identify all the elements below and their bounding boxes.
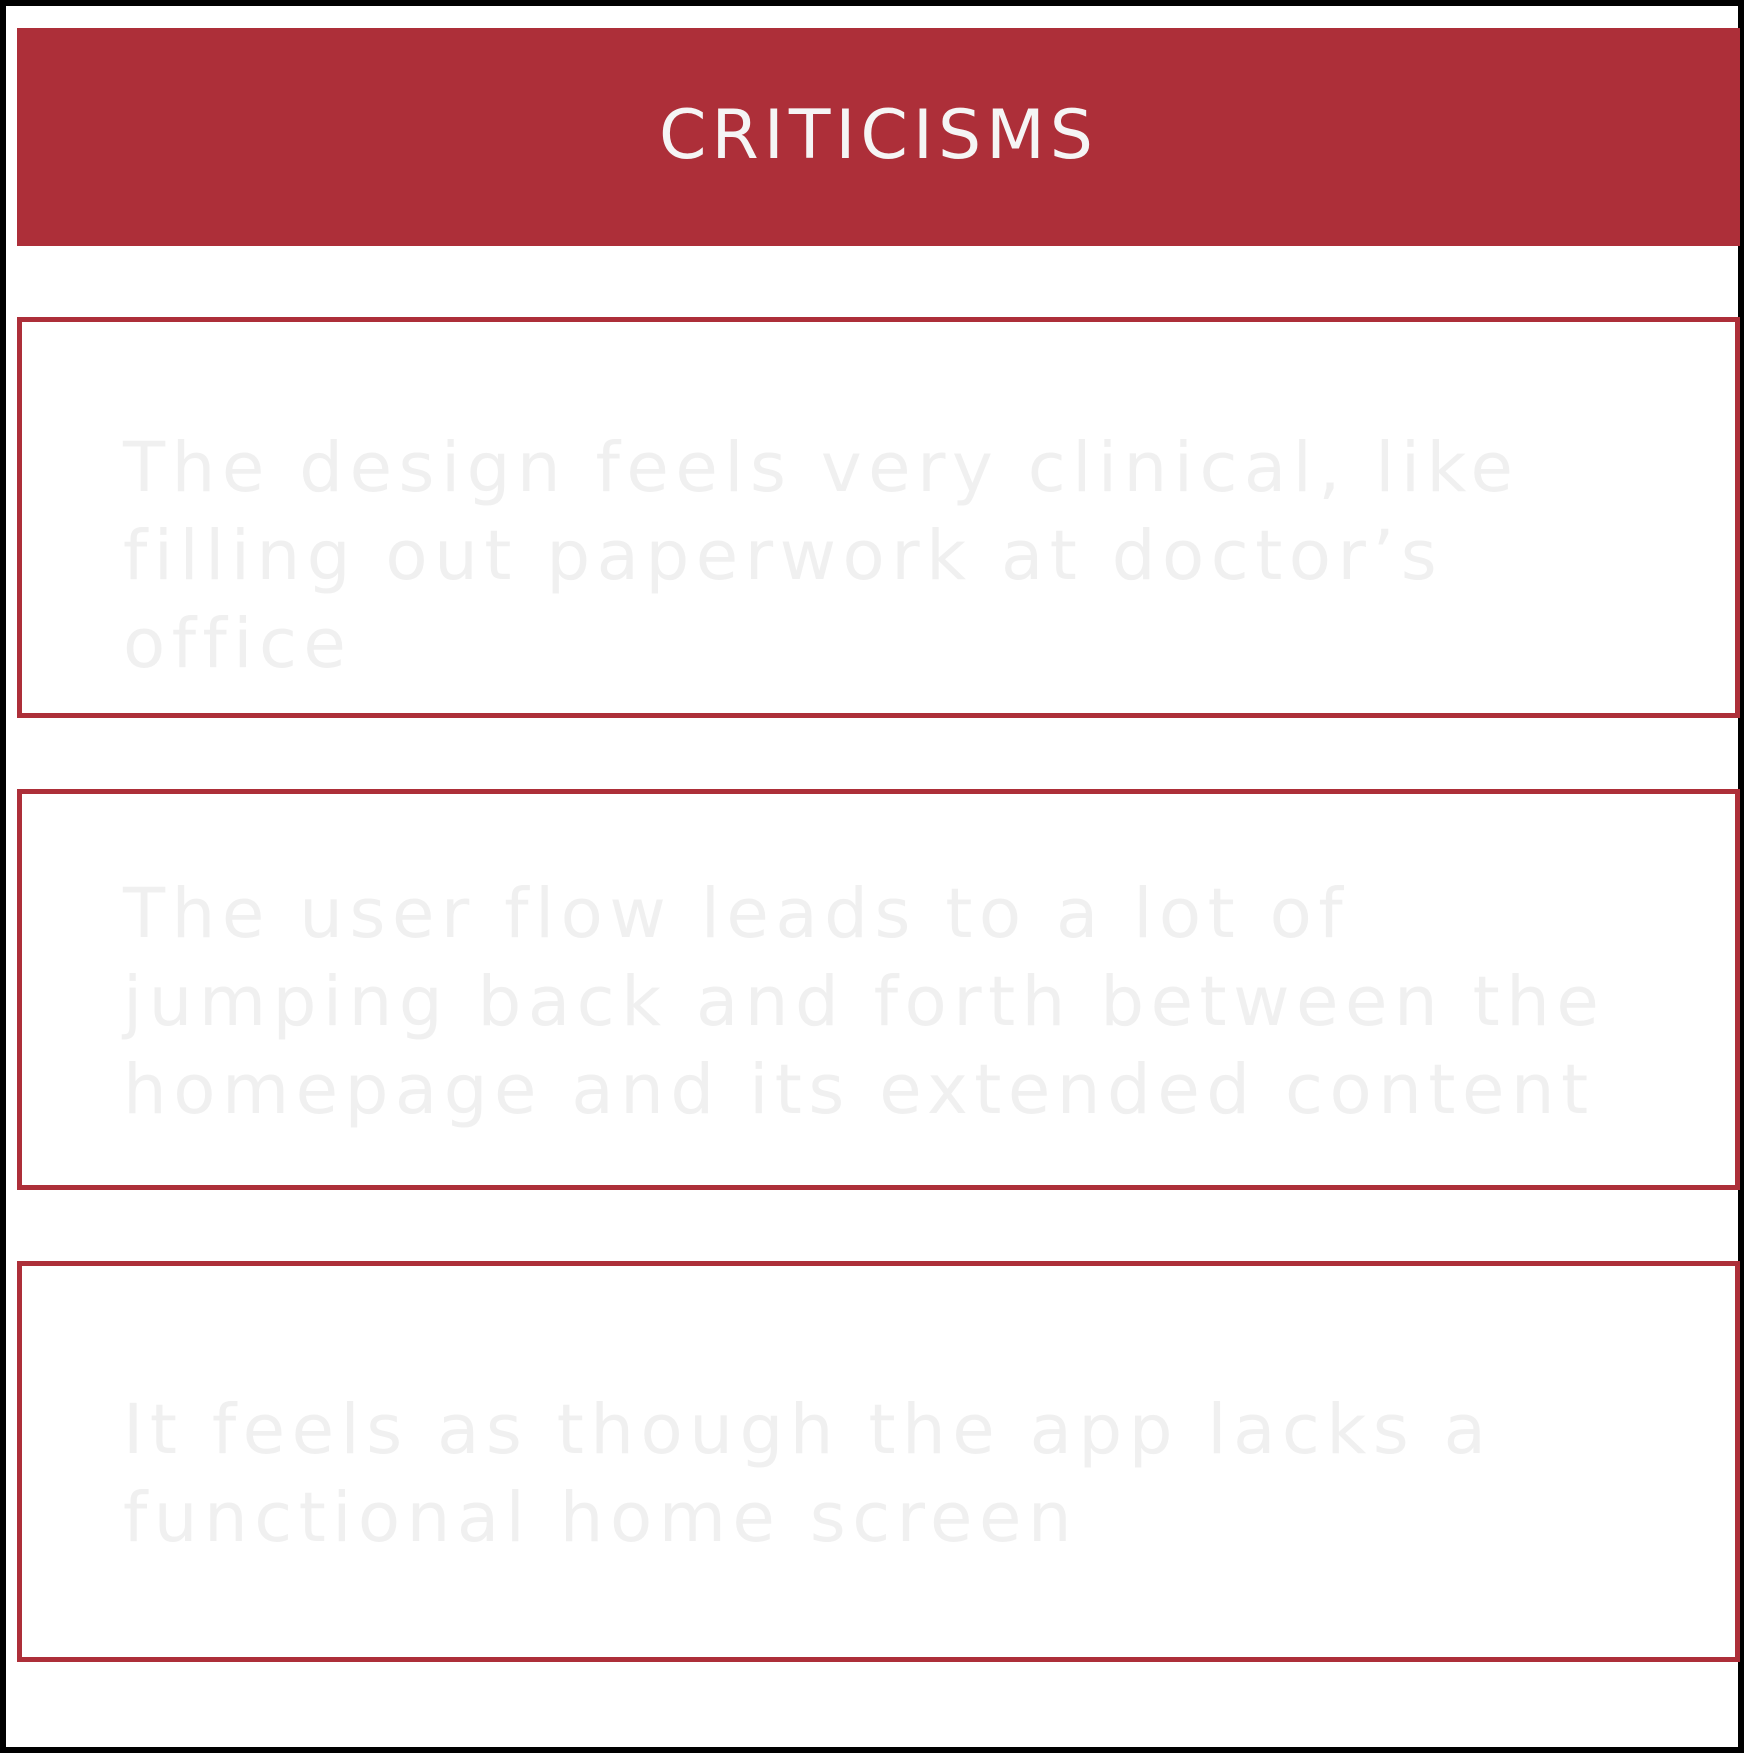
- criticisms-header: CRITICISMS: [17, 28, 1740, 246]
- criticism-text: The user flow leads to a lot of jumping …: [123, 874, 1606, 1130]
- criticism-text: The design feels very clinical, like fil…: [123, 428, 1520, 684]
- page-title: CRITICISMS: [659, 96, 1098, 175]
- criticism-card: The user flow leads to a lot of jumping …: [17, 789, 1740, 1190]
- criticism-card: The design feels very clinical, like fil…: [17, 317, 1740, 718]
- criticism-text: It feels as though the app lacks a funct…: [123, 1390, 1493, 1558]
- criticism-card: It feels as though the app lacks a funct…: [17, 1261, 1740, 1662]
